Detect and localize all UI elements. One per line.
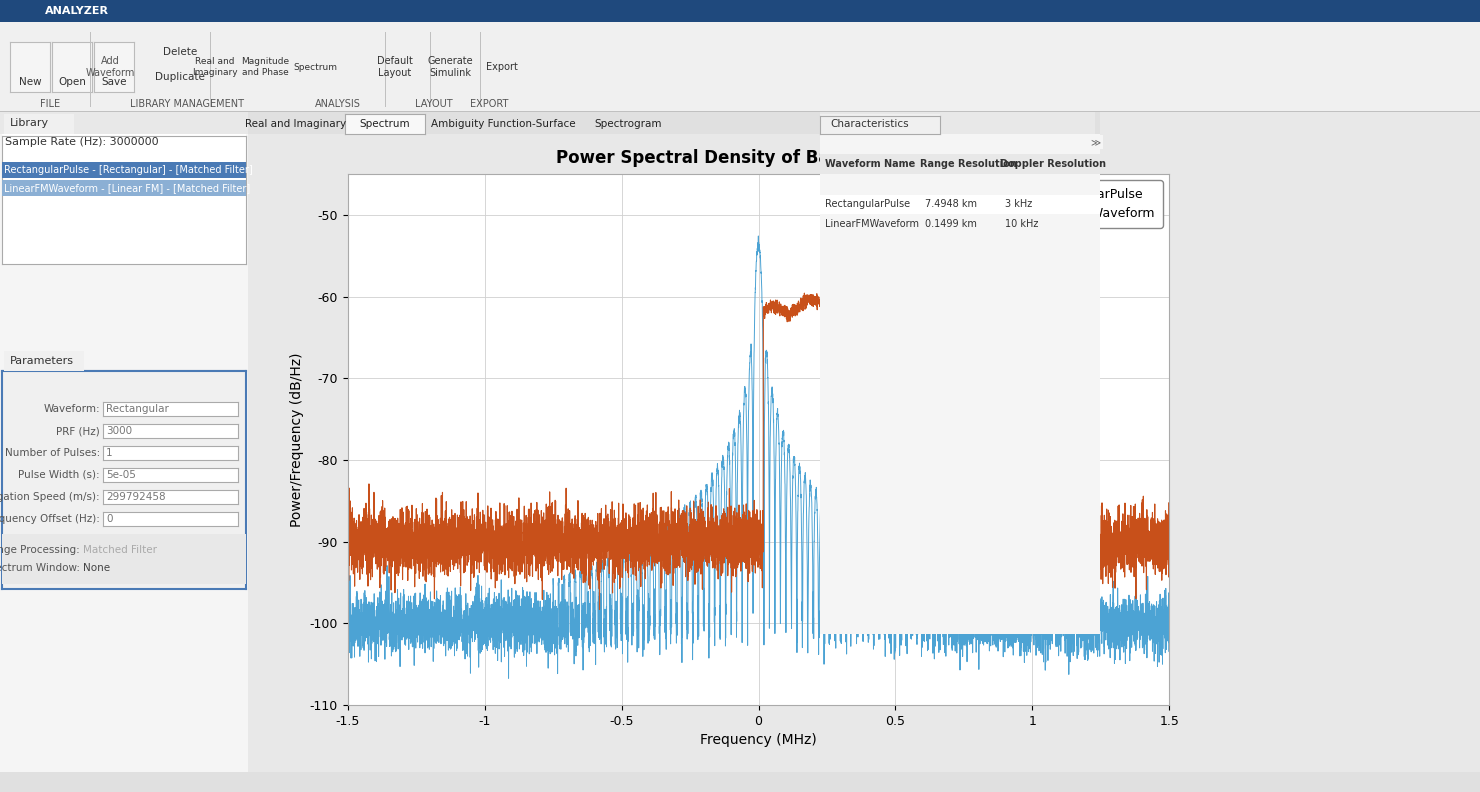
Text: Doppler Resolution: Doppler Resolution — [1000, 159, 1106, 169]
Text: Save: Save — [101, 77, 127, 87]
LinearFMWaveform — [1160, 532, 1178, 542]
Text: Generate
Simulink: Generate Simulink — [428, 56, 472, 78]
Title: Power Spectral Density of Baseband Signal: Power Spectral Density of Baseband Signa… — [556, 149, 961, 167]
Text: Open: Open — [58, 77, 86, 87]
Text: LIBRARY MANAGEMENT: LIBRARY MANAGEMENT — [130, 99, 244, 109]
Text: Range Processing:: Range Processing: — [0, 545, 80, 555]
Text: RectangularPulse: RectangularPulse — [824, 199, 910, 209]
Text: ANALYZER: ANALYZER — [44, 6, 110, 16]
Text: 299792458: 299792458 — [107, 492, 166, 502]
Text: 3000: 3000 — [107, 426, 132, 436]
Text: Matched Filter: Matched Filter — [83, 545, 157, 555]
LinearFMWaveform — [673, 553, 691, 562]
LinearFMWaveform — [585, 555, 602, 565]
RectangularPulse — [749, 231, 767, 241]
Text: 1: 1 — [107, 448, 112, 458]
Text: Spectrogram: Spectrogram — [595, 119, 662, 129]
Text: 0: 0 — [107, 514, 112, 524]
LinearFMWaveform — [339, 546, 357, 556]
LinearFMWaveform — [681, 520, 699, 529]
Text: Add
Waveform: Add Waveform — [86, 56, 135, 78]
Text: 7.4948 km: 7.4948 km — [925, 199, 977, 209]
Text: 5e-05: 5e-05 — [107, 470, 136, 480]
LinearFMWaveform — [932, 279, 950, 288]
Text: 10 kHz: 10 kHz — [1005, 219, 1039, 229]
Text: Spectrum Window:: Spectrum Window: — [0, 563, 80, 573]
Text: Sample Rate (Hz): 3000000: Sample Rate (Hz): 3000000 — [4, 137, 158, 147]
Text: Number of Pulses:: Number of Pulses: — [4, 448, 101, 458]
RectangularPulse — [1160, 621, 1178, 630]
Text: Delete: Delete — [163, 47, 197, 57]
Text: None: None — [83, 563, 110, 573]
Text: Export: Export — [485, 62, 518, 72]
Line: RectangularPulse: RectangularPulse — [348, 236, 1169, 678]
Text: Frequency Offset (Hz):: Frequency Offset (Hz): — [0, 514, 101, 524]
Text: Spectrum: Spectrum — [293, 63, 337, 71]
Y-axis label: Power/Frequency (dB/Hz): Power/Frequency (dB/Hz) — [290, 352, 305, 527]
Text: Spectrum: Spectrum — [360, 119, 410, 129]
Text: ANALYSIS: ANALYSIS — [315, 99, 361, 109]
Text: Waveform Name: Waveform Name — [824, 159, 915, 169]
Text: EXPORT: EXPORT — [471, 99, 508, 109]
RectangularPulse — [673, 548, 691, 558]
RectangularPulse — [339, 622, 357, 631]
Text: Waveform:: Waveform: — [43, 404, 101, 414]
Text: Ambiguity Function-Surface: Ambiguity Function-Surface — [431, 119, 576, 129]
Text: LAYOUT: LAYOUT — [414, 99, 453, 109]
Text: Library: Library — [10, 118, 49, 128]
Text: 0.1499 km: 0.1499 km — [925, 219, 977, 229]
Text: Parameters: Parameters — [10, 356, 74, 366]
Text: ≫: ≫ — [1089, 137, 1100, 147]
LinearFMWaveform — [591, 604, 608, 614]
Text: Real and
Imaginary: Real and Imaginary — [192, 57, 238, 77]
Text: Rectangular: Rectangular — [107, 404, 169, 414]
Text: 3 kHz: 3 kHz — [1005, 199, 1032, 209]
RectangularPulse — [681, 501, 699, 510]
Text: Duplicate: Duplicate — [155, 72, 204, 82]
Text: Default
Layout: Default Layout — [377, 56, 413, 78]
X-axis label: Frequency (MHz): Frequency (MHz) — [700, 733, 817, 747]
RectangularPulse — [1040, 614, 1058, 623]
LinearFMWaveform — [776, 307, 793, 317]
Text: LinearFMWaveform - [Linear FM] - [Matched Filter]: LinearFMWaveform - [Linear FM] - [Matche… — [4, 183, 250, 193]
Legend: RectangularPulse, LinearFMWaveform: RectangularPulse, LinearFMWaveform — [993, 181, 1163, 228]
RectangularPulse — [932, 611, 950, 621]
Text: Pulse Width (s):: Pulse Width (s): — [18, 470, 101, 480]
RectangularPulse — [776, 474, 793, 484]
Text: Characteristics: Characteristics — [830, 119, 909, 129]
Line: LinearFMWaveform: LinearFMWaveform — [348, 262, 1169, 609]
Text: FILE: FILE — [40, 99, 61, 109]
LinearFMWaveform — [1040, 552, 1058, 562]
Text: LinearFMWaveform: LinearFMWaveform — [824, 219, 919, 229]
Text: Range Resolution: Range Resolution — [921, 159, 1017, 169]
Text: RectangularPulse - [Rectangular] - [Matched Filter]: RectangularPulse - [Rectangular] - [Matc… — [4, 165, 253, 175]
Text: New: New — [19, 77, 41, 87]
Text: Magnitude
and Phase: Magnitude and Phase — [241, 57, 289, 77]
Text: PRF (Hz): PRF (Hz) — [56, 426, 101, 436]
RectangularPulse — [586, 631, 604, 641]
RectangularPulse — [500, 673, 518, 683]
Text: Real and Imaginary: Real and Imaginary — [244, 119, 346, 129]
Text: Propagation Speed (m/s):: Propagation Speed (m/s): — [0, 492, 101, 502]
LinearFMWaveform — [850, 257, 867, 267]
